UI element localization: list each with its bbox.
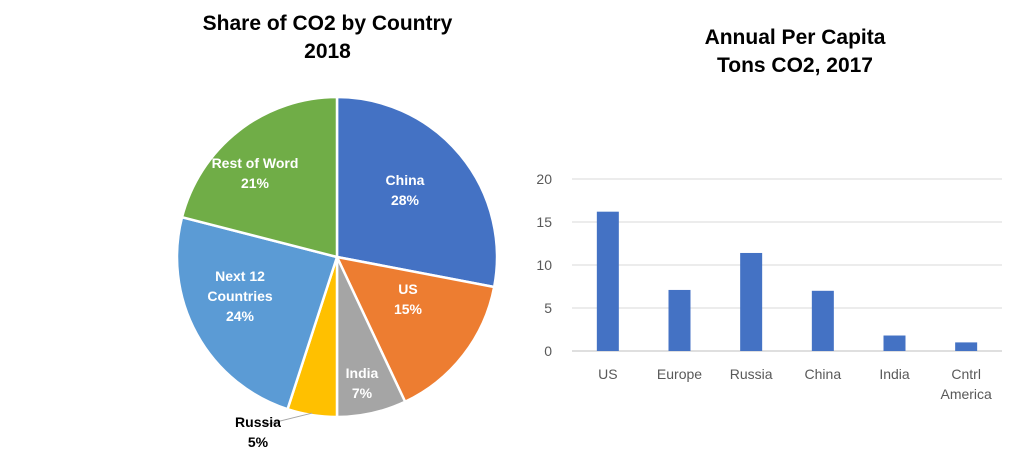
bar-russia: [740, 252, 763, 351]
slice-name-russia: Russia: [235, 414, 281, 430]
bar-us: [596, 211, 619, 351]
x-tick-label-cntrl-america: America: [940, 386, 992, 402]
slice-value-india: 7%: [352, 385, 373, 401]
pie-chart-title: Share of CO2 by Country 2018: [150, 10, 505, 66]
slice-name-us: US: [398, 281, 417, 297]
pie-slice-us: [334, 255, 496, 404]
x-tick-label-cntrl-america: Cntrl: [951, 366, 981, 382]
bar-europe: [668, 289, 691, 351]
bar-cntrl-america: [955, 342, 978, 351]
y-tick-label-0: 0: [544, 343, 552, 359]
slice-value-russia: 5%: [248, 434, 269, 450]
pie-chart: China 28% US 15% India 7% Russia 5% Next 12 Count…: [175, 95, 499, 450]
slice-name-india: India: [346, 365, 379, 381]
slice-name-next-12-countries: Next 12: [215, 268, 265, 284]
y-tick-label-10: 10: [536, 257, 552, 273]
slice-value-china: 28%: [391, 192, 420, 208]
bar-title-text: Annual Per Capita: [704, 26, 886, 49]
y-tick-label-20: 20: [536, 171, 552, 187]
bar-india: [883, 335, 906, 351]
pie-subtitle-text: 2018: [304, 40, 351, 63]
pie-slice-rest-of-word: [180, 95, 339, 259]
slice-value-next-12-countries: 24%: [226, 308, 255, 324]
x-tick-label-china: China: [805, 366, 842, 382]
slice-name-next-12-countries: Countries: [207, 288, 273, 304]
slice-value-us: 15%: [394, 301, 423, 317]
pie-slice-next-12-countries: [175, 215, 339, 411]
slice-name-china: China: [386, 172, 425, 188]
bar-chart: 0 5 10 15 20 US Europe Russia China India Cntrl Ame…: [536, 171, 1002, 402]
bar-chart-title: Annual Per Capita Tons CO2, 2017: [600, 24, 990, 80]
x-tick-label-europe: Europe: [657, 366, 702, 382]
slice-value-rest-of-word: 21%: [241, 175, 270, 191]
y-tick-label-5: 5: [544, 300, 552, 316]
x-tick-label-russia: Russia: [730, 366, 773, 382]
x-tick-label-india: India: [879, 366, 910, 382]
leader-line-russia: [263, 412, 313, 426]
bar-china: [811, 290, 834, 351]
pie-title-text: Share of CO2 by Country: [202, 12, 453, 35]
pie-slice-china: [335, 95, 499, 289]
slice-name-rest-of-word: Rest of Word: [212, 155, 299, 171]
bar-subtitle-text: Tons CO2, 2017: [716, 54, 873, 77]
x-tick-label-us: US: [598, 366, 617, 382]
y-tick-label-15: 15: [536, 214, 552, 230]
